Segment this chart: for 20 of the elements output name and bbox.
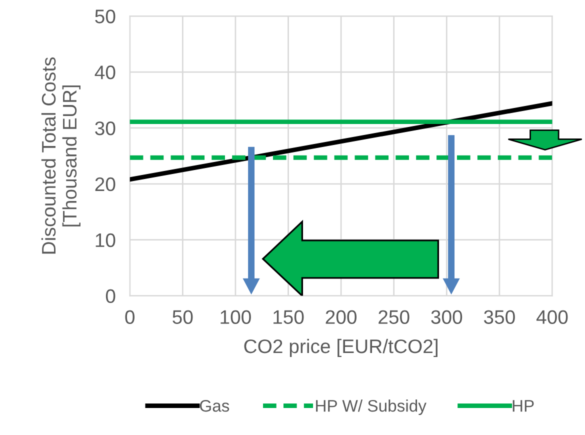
x-tick-label: 250 xyxy=(378,310,410,324)
legend-label: HP xyxy=(512,400,534,412)
legend-label: HP W/ Subsidy xyxy=(316,400,426,416)
x-tick-label: 350 xyxy=(484,310,515,324)
y-tick-label: 10 xyxy=(96,233,116,248)
x-tick-label: 300 xyxy=(431,310,462,324)
x-tick-label: 150 xyxy=(274,310,304,324)
y-axis-title: Discounted Total Costs [Thousand EUR] xyxy=(41,57,80,254)
x-tick-label: 200 xyxy=(326,310,357,324)
legend-label: Gas xyxy=(200,400,230,412)
x-tick-label: 400 xyxy=(536,310,568,324)
x-tick-label: 0 xyxy=(125,310,135,324)
y-tick-label: 50 xyxy=(95,10,116,24)
y-tick-label: 0 xyxy=(106,289,116,304)
x-tick-label: 100 xyxy=(220,310,251,324)
y-tick-label: 20 xyxy=(95,177,116,192)
x-axis-title: CO2 price [EUR/tCO2] xyxy=(244,338,438,358)
y-tick-label: 30 xyxy=(95,121,116,136)
x-tick-label: 50 xyxy=(172,310,193,324)
y-tick-label: 40 xyxy=(94,66,116,80)
